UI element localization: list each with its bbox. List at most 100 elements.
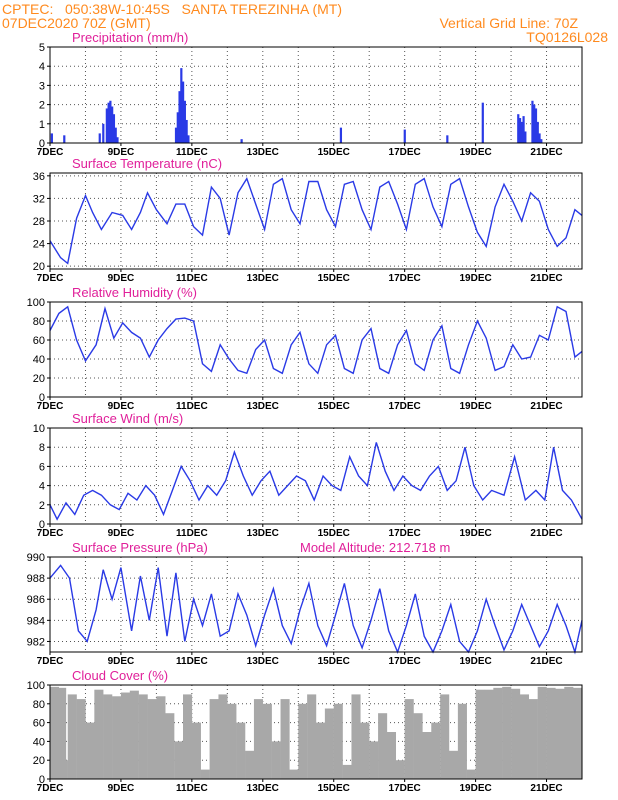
x-tick-label: 13DEC bbox=[247, 783, 279, 794]
precip-bar bbox=[185, 119, 188, 143]
x-tick-label: 13DEC bbox=[247, 528, 279, 539]
y-tick-label: 4 bbox=[39, 481, 45, 493]
x-tick-label: 9DEC bbox=[108, 528, 135, 539]
x-tick-label: 7DEC bbox=[37, 528, 64, 539]
precip-frame bbox=[49, 46, 583, 144]
y-tick-label: 1 bbox=[39, 119, 45, 131]
cloud-cover-bar bbox=[493, 687, 503, 779]
cloud-cover-bar bbox=[422, 732, 432, 779]
x-tick-label: 11DEC bbox=[176, 656, 208, 667]
y-tick-label: 20 bbox=[33, 261, 45, 273]
x-tick-label: 21DEC bbox=[530, 656, 562, 667]
cloud-cover-bar bbox=[218, 694, 228, 779]
y-tick-label: 0 bbox=[39, 519, 45, 531]
cloud-cover-bar bbox=[165, 713, 175, 779]
cloud-cover-bar bbox=[245, 750, 255, 779]
y-tick-label: 100 bbox=[27, 680, 45, 692]
cloud-cover-bar bbox=[572, 688, 582, 779]
y-tick-label: 4 bbox=[39, 61, 45, 73]
x-tick-label: 19DEC bbox=[459, 528, 491, 539]
cloud-cover-bar bbox=[386, 732, 397, 779]
precip-bar bbox=[105, 108, 108, 143]
precip-bar bbox=[522, 116, 525, 143]
cloud-cover-bar bbox=[564, 686, 574, 779]
y-tick-label: 5 bbox=[39, 42, 45, 54]
temp-panel: 20 24 28 32 36 7DEC 9DEC 11DEC 13DEC 15DEC 17DEC 19… bbox=[33, 156, 583, 284]
x-tick-label: 17DEC bbox=[389, 783, 421, 794]
x-tick-label: 9DEC bbox=[108, 147, 135, 158]
cloud-cover-bar bbox=[103, 694, 113, 779]
temp-series-line bbox=[49, 176, 583, 265]
x-tick-label: 21DEC bbox=[530, 528, 562, 539]
precip-bar bbox=[240, 139, 243, 143]
wind-series-line bbox=[49, 442, 583, 521]
y-tick-label: 3 bbox=[39, 80, 45, 92]
precip-bar bbox=[109, 100, 112, 143]
x-tick-label: 19DEC bbox=[459, 147, 491, 158]
cloud-title: Cloud Cover (%) bbox=[72, 668, 168, 683]
x-tick-label: 15DEC bbox=[318, 528, 350, 539]
y-tick-label: 40 bbox=[33, 354, 45, 366]
cloud-cover-bar bbox=[519, 694, 530, 779]
x-tick-label: 7DEC bbox=[37, 656, 64, 667]
x-tick-label: 15DEC bbox=[318, 783, 350, 794]
cloud-cover-bar bbox=[457, 703, 467, 779]
cloud-cover-bar bbox=[50, 686, 60, 779]
press-series-line bbox=[49, 564, 583, 655]
press-annotation: Model Altitude: 212.718 m bbox=[300, 540, 450, 555]
rh-frame bbox=[49, 301, 583, 398]
precip-bar bbox=[182, 81, 185, 143]
y-tick-label: 60 bbox=[33, 718, 45, 730]
rh-title: Relative Humidity (%) bbox=[72, 285, 197, 300]
cloud-cover-bar bbox=[94, 689, 104, 779]
y-tick-label: 6 bbox=[39, 461, 45, 473]
precip-bar bbox=[481, 102, 484, 143]
precip-bar bbox=[517, 114, 520, 143]
wind-frame bbox=[49, 427, 583, 525]
y-tick-label: 20 bbox=[33, 373, 45, 385]
y-tick-label: 0 bbox=[39, 392, 45, 404]
wind-title: Surface Wind (m/s) bbox=[72, 411, 183, 426]
rh-panel: 0 20 40 60 80 100 7DEC 9DEC 11DEC 13DEC 15DEC 17DEC… bbox=[27, 285, 583, 412]
y-tick-label: 988 bbox=[27, 573, 45, 585]
cloud-cover-bar bbox=[58, 760, 68, 779]
precip-bar bbox=[50, 133, 53, 143]
cloud-cover-bar bbox=[138, 694, 148, 779]
cloud-cover-bar bbox=[209, 699, 219, 779]
x-tick-label: 11DEC bbox=[176, 401, 208, 412]
cloud-cover-bar bbox=[271, 741, 281, 779]
cloud-cover-bar bbox=[191, 722, 201, 779]
y-tick-label: 984 bbox=[27, 615, 45, 627]
y-tick-label: 2 bbox=[39, 100, 45, 112]
x-tick-label: 13DEC bbox=[247, 656, 279, 667]
y-tick-label: 986 bbox=[27, 594, 45, 606]
cloud-cover-bar bbox=[316, 722, 326, 779]
precip-bar bbox=[538, 133, 541, 143]
cloud-cover-bar bbox=[502, 686, 512, 779]
x-tick-label: 19DEC bbox=[459, 273, 491, 284]
cloud-cover-bar bbox=[333, 703, 343, 779]
cloud-cover-bar bbox=[298, 703, 308, 779]
press-title: Surface Pressure (hPa) bbox=[72, 540, 208, 555]
precip-bar bbox=[174, 127, 178, 143]
y-tick-label: 28 bbox=[33, 216, 45, 228]
y-tick-label: 20 bbox=[33, 755, 45, 767]
y-tick-label: 982 bbox=[27, 636, 45, 648]
cloud-cover-bar bbox=[528, 699, 538, 779]
precip-bar bbox=[114, 127, 117, 143]
cloud-panel: 0 20 40 60 80 100 7DEC 9DEC 11DEC 13DEC 15DEC 17DEC… bbox=[27, 668, 583, 794]
x-tick-label: 11DEC bbox=[176, 273, 208, 284]
x-tick-label: 11DEC bbox=[176, 783, 208, 794]
x-tick-label: 7DEC bbox=[37, 401, 64, 412]
x-tick-label: 15DEC bbox=[318, 401, 350, 412]
cloud-cover-bar bbox=[475, 689, 485, 779]
precip-bar bbox=[183, 100, 186, 143]
cloud-cover-bar bbox=[253, 699, 264, 779]
cloud-cover-bar bbox=[236, 722, 246, 779]
cloud-cover-bar bbox=[174, 741, 184, 779]
cloud-cover-bar bbox=[76, 699, 86, 779]
y-tick-label: 0 bbox=[39, 774, 45, 786]
x-tick-label: 17DEC bbox=[389, 147, 421, 158]
chart-header: CPTEC: 050:38W-10:45S SANTA TEREZINHA (M… bbox=[0, 0, 618, 44]
